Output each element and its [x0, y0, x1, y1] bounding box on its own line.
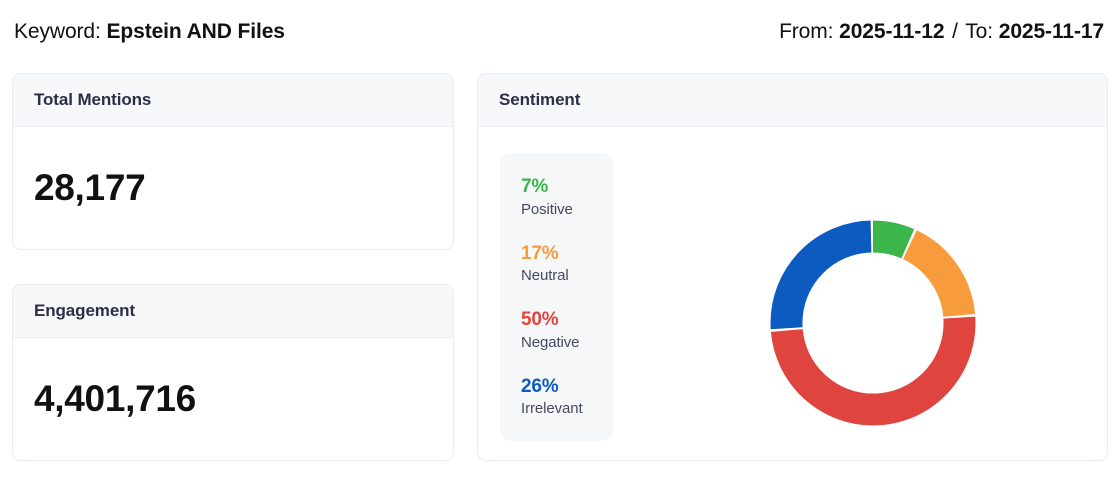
date-from-value: 2025-11-12 [839, 20, 945, 43]
total-mentions-title: Total Mentions [34, 90, 152, 109]
legend-label: Neutral [521, 267, 569, 285]
legend-item: 26% Irrelevant [521, 375, 613, 421]
sentiment-legend: 7% Positive 17% Neutral 50% Negative 26% Irrele… [500, 153, 613, 441]
engagement-card-header: Engagement [13, 285, 453, 338]
legend-percent: 7% [521, 176, 549, 197]
donut-slice-irrelevant [770, 220, 975, 426]
legend-label: Irrelevant [521, 400, 583, 418]
keyword-value: Epstein AND Files [106, 20, 285, 43]
sentiment-title: Sentiment [499, 90, 581, 109]
donut-slice-negative [770, 220, 975, 426]
legend-percent: 17% [521, 242, 559, 264]
total-mentions-card-body: 28,177 [13, 127, 453, 249]
sentiment-donut-container [634, 127, 1107, 460]
sentiment-card-header: Sentiment [478, 74, 1107, 127]
legend-label: Negative [521, 333, 580, 351]
keyword-summary: Keyword: Epstein AND Files [14, 20, 285, 44]
legend-item: 7% Positive [521, 175, 613, 221]
legend-item: 17% Neutral [521, 242, 613, 288]
legend-percent: 50% [521, 309, 559, 330]
date-from-label: From: [779, 20, 834, 43]
legend-item: 50% Negative [521, 308, 613, 354]
legend-label: Positive [521, 200, 573, 218]
sentiment-card: Sentiment 7% Positive 17% Neutral 50% Negativ… [477, 73, 1108, 461]
engagement-card: Engagement 4,401,716 [12, 284, 454, 461]
sentiment-donut-chart [770, 220, 975, 426]
engagement-card-body: 4,401,716 [13, 338, 453, 460]
keyword-label: Keyword: [14, 20, 101, 43]
date-range-separator: / [952, 20, 958, 43]
engagement-title: Engagement [34, 301, 136, 320]
engagement-value: 4,401,716 [34, 378, 196, 419]
total-mentions-card-header: Total Mentions [13, 74, 453, 127]
date-to-label: To: [965, 20, 993, 43]
total-mentions-card: Total Mentions 28,177 [12, 73, 454, 250]
dashboard-header: Keyword: Epstein AND Files From: 2025-11… [0, 0, 1120, 64]
total-mentions-value: 28,177 [34, 167, 146, 208]
legend-percent: 26% [521, 375, 559, 397]
sentiment-card-body: 7% Positive 17% Neutral 50% Negative 26% Irrele… [478, 127, 1107, 460]
date-range-summary: From: 2025-11-12 / To: 2025-11-17 [779, 20, 1106, 44]
date-to-value: 2025-11-17 [998, 20, 1104, 43]
donut-slice-positive [770, 220, 975, 426]
